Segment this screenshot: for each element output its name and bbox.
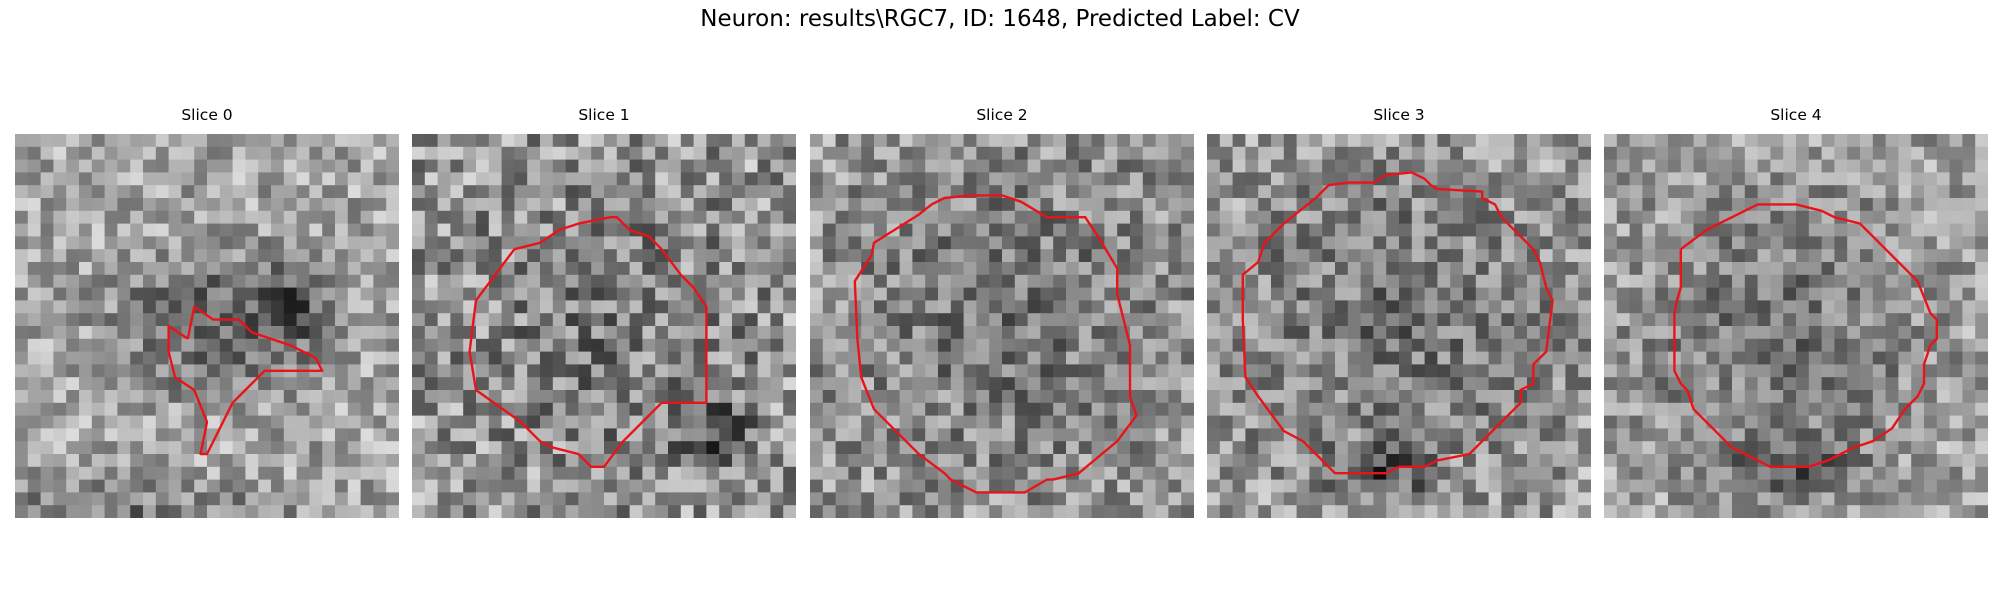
slice-title: Slice 4 [1770, 106, 1822, 124]
neuron-contour [468, 215, 708, 468]
slice-image [15, 134, 399, 518]
grayscale-pixel-grid [15, 134, 399, 518]
neuron-contour [1241, 171, 1554, 475]
slice-title: Slice 0 [181, 106, 233, 124]
neuron-contour [853, 194, 1138, 494]
neuron-contour [1673, 203, 1938, 468]
slice-title: Slice 2 [976, 106, 1028, 124]
slice-image [810, 134, 1194, 518]
slice-image [1207, 134, 1591, 518]
slice-title: Slice 1 [578, 106, 630, 124]
grayscale-pixel-grid [1604, 134, 1988, 518]
grayscale-pixel-grid [810, 134, 1194, 518]
slice-image [1604, 134, 1988, 518]
grayscale-pixel-grid [1207, 134, 1591, 518]
grayscale-pixel-grid [412, 134, 796, 518]
figure-title: Neuron: results\RGC7, ID: 1648, Predicte… [700, 6, 1300, 32]
slice-title: Slice 3 [1373, 106, 1425, 124]
neuron-contour [167, 305, 324, 456]
slice-image [412, 134, 796, 518]
